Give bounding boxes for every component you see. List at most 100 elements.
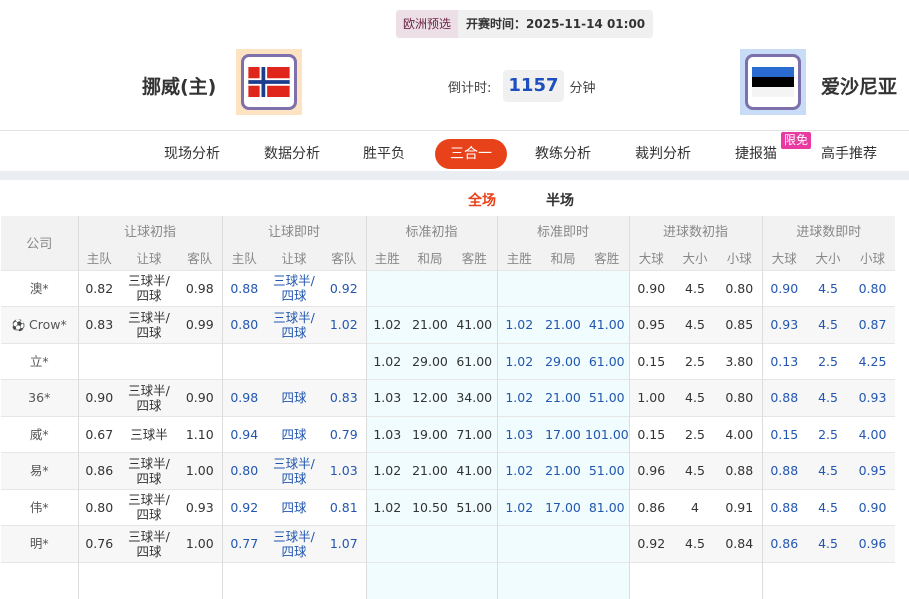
odds-cell[interactable]: 0.88 xyxy=(761,452,807,489)
odds-cell[interactable] xyxy=(266,561,322,599)
odds-cell[interactable] xyxy=(761,561,807,599)
odds-cell[interactable]: 4.5 xyxy=(806,379,851,416)
company-cell[interactable]: 36* xyxy=(1,379,78,416)
odds-cell[interactable]: 0.94 xyxy=(221,415,266,453)
odds-cell[interactable]: 1.02 xyxy=(496,452,541,489)
company-cell[interactable] xyxy=(1,561,78,599)
odds-cell[interactable]: 1.07 xyxy=(322,525,366,562)
odds-cell[interactable]: 四球 xyxy=(266,415,322,453)
odds-cell[interactable]: 0.93 xyxy=(761,306,807,343)
home-team-name[interactable]: 挪威(主) xyxy=(142,76,217,98)
odds-cell[interactable]: 21.00 xyxy=(541,379,585,416)
odds-cell[interactable]: 0.79 xyxy=(322,415,366,453)
odds-cell[interactable]: 81.00 xyxy=(585,488,629,526)
nav-coach-analysis[interactable]: 教练分析 xyxy=(535,146,591,162)
odds-cell[interactable]: 0.88 xyxy=(761,379,807,416)
odds-cell[interactable]: 四球 xyxy=(266,488,322,526)
odds-cell[interactable]: 51.00 xyxy=(585,379,629,416)
odds-cell[interactable] xyxy=(322,561,366,599)
odds-cell[interactable]: 0.92 xyxy=(221,488,266,526)
odds-cell[interactable]: 1.03 xyxy=(496,415,541,453)
odds-cell[interactable]: 0.77 xyxy=(221,525,266,562)
odds-cell[interactable]: 21.00 xyxy=(541,306,585,343)
away-team-logo[interactable] xyxy=(740,49,806,115)
odds-cell[interactable]: 4.5 xyxy=(806,306,851,343)
odds-cell[interactable]: 0.88 xyxy=(761,488,807,526)
odds-cell[interactable]: 29.00 xyxy=(541,342,585,380)
odds-cell[interactable]: 0.80 xyxy=(850,269,896,307)
table-row[interactable]: ⚽ Crow* 0.83 三球半/四球 0.99 0.80 三球半/四球 1.02 1.02 2… xyxy=(1,306,896,343)
odds-cell[interactable]: 0.88 xyxy=(221,269,266,307)
odds-cell[interactable]: 0.87 xyxy=(850,306,896,343)
odds-cell[interactable] xyxy=(496,269,541,307)
odds-cell[interactable] xyxy=(850,561,896,599)
table-row[interactable]: 威* 0.67 三球半 1.10 0.94 四球 0.79 1.03 19.00 71.00 1.0… xyxy=(1,415,896,453)
odds-cell[interactable]: 1.02 xyxy=(496,306,541,343)
odds-cell[interactable]: 三球半/四球 xyxy=(266,306,322,343)
odds-cell[interactable]: 0.80 xyxy=(221,306,266,343)
odds-cell[interactable]: 17.00 xyxy=(541,415,585,453)
odds-cell[interactable]: 0.83 xyxy=(322,379,366,416)
table-row[interactable]: 澳* 0.82 三球半/四球 0.98 0.88 三球半/四球 0.92 0.90 4.5 0.8… xyxy=(1,269,896,307)
odds-cell[interactable]: 4.5 xyxy=(806,269,851,307)
nav-three-in-one[interactable]: 三合一 xyxy=(435,139,507,169)
odds-cell[interactable]: 0.86 xyxy=(761,525,807,562)
odds-cell[interactable]: 17.00 xyxy=(541,488,585,526)
tab-full-time[interactable]: 全场 xyxy=(460,190,504,219)
odds-cell[interactable]: 四球 xyxy=(266,379,322,416)
odds-cell[interactable]: 0.93 xyxy=(850,379,896,416)
nav-referee-analysis[interactable]: 裁判分析 xyxy=(635,146,691,162)
company-cell[interactable]: 澳* xyxy=(1,269,78,307)
odds-cell[interactable]: 0.92 xyxy=(322,269,366,307)
odds-cell[interactable]: 4.5 xyxy=(806,488,851,526)
odds-cell[interactable]: 1.02 xyxy=(496,488,541,526)
odds-cell[interactable]: 0.81 xyxy=(322,488,366,526)
nav-jiebaomao[interactable]: 捷报猫 xyxy=(735,146,777,162)
odds-cell[interactable]: 4.00 xyxy=(850,415,896,453)
odds-cell[interactable] xyxy=(496,525,541,562)
company-cell[interactable]: 威* xyxy=(1,415,78,453)
odds-cell[interactable]: 三球半/四球 xyxy=(266,452,322,489)
odds-cell[interactable]: 0.80 xyxy=(221,452,266,489)
odds-cell[interactable]: 0.90 xyxy=(850,488,896,526)
odds-cell[interactable] xyxy=(496,561,541,599)
odds-cell[interactable] xyxy=(221,342,266,380)
company-cell[interactable]: ⚽ Crow* xyxy=(1,306,78,343)
odds-cell[interactable]: 1.03 xyxy=(322,452,366,489)
company-cell[interactable]: 伟* xyxy=(1,488,78,526)
odds-cell[interactable] xyxy=(541,269,585,307)
nav-live-analysis[interactable]: 现场分析 xyxy=(164,146,220,162)
odds-cell[interactable]: 0.15 xyxy=(761,415,807,453)
odds-cell[interactable]: 1.02 xyxy=(322,306,366,343)
company-cell[interactable]: 明* xyxy=(1,525,78,562)
odds-cell[interactable]: 0.90 xyxy=(761,269,807,307)
odds-cell[interactable]: 0.96 xyxy=(850,525,896,562)
nav-data-analysis[interactable]: 数据分析 xyxy=(264,146,320,162)
odds-cell[interactable]: 0.13 xyxy=(761,342,807,380)
odds-cell[interactable] xyxy=(585,269,629,307)
odds-cell[interactable]: 三球半/四球 xyxy=(266,525,322,562)
odds-cell[interactable] xyxy=(806,561,851,599)
nav-win-draw-lose[interactable]: 胜平负 xyxy=(363,146,405,162)
company-cell[interactable]: 易* xyxy=(1,452,78,489)
odds-cell[interactable]: 51.00 xyxy=(585,452,629,489)
odds-cell[interactable]: 1.02 xyxy=(496,379,541,416)
odds-cell[interactable]: 21.00 xyxy=(541,452,585,489)
away-team-name[interactable]: 爱沙尼亚 xyxy=(821,76,898,98)
odds-cell[interactable]: 三球半/四球 xyxy=(266,269,322,307)
table-row[interactable] xyxy=(1,561,896,599)
table-row[interactable]: 易* 0.86 三球半/四球 1.00 0.80 三球半/四球 1.03 1.02 21.00 4… xyxy=(1,452,896,489)
odds-cell[interactable]: 0.98 xyxy=(221,379,266,416)
table-row[interactable]: 伟* 0.80 三球半/四球 0.93 0.92 四球 0.81 1.02 10.50 51.00… xyxy=(1,488,896,526)
odds-cell[interactable]: 101.00 xyxy=(585,415,629,453)
odds-cell[interactable]: 2.5 xyxy=(806,415,851,453)
odds-cell[interactable] xyxy=(322,342,366,380)
odds-cell[interactable] xyxy=(585,561,629,599)
odds-cell[interactable]: 1.02 xyxy=(496,342,541,380)
odds-cell[interactable]: 4.5 xyxy=(806,452,851,489)
nav-expert-picks[interactable]: 高手推荐 xyxy=(821,146,877,162)
odds-cell[interactable]: 41.00 xyxy=(585,306,629,343)
home-team-logo[interactable] xyxy=(236,49,302,115)
odds-cell[interactable] xyxy=(221,561,266,599)
odds-cell[interactable]: 61.00 xyxy=(585,342,629,380)
